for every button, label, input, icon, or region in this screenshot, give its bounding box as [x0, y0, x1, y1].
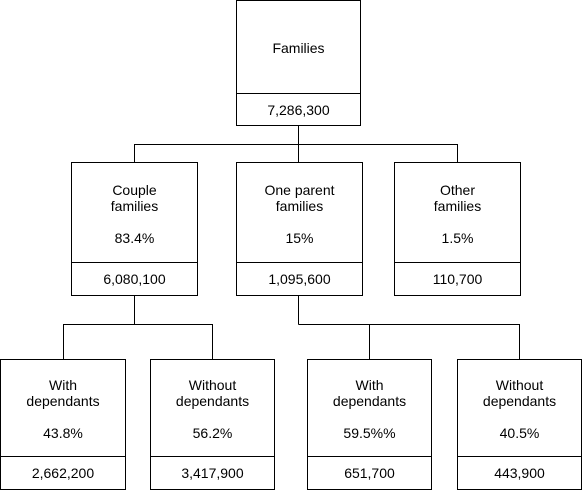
node-label-line: Families	[272, 40, 325, 56]
node-label-line: With	[355, 377, 384, 393]
node-label-line: dependants	[482, 393, 557, 409]
node-one-parent-families: One parent families 15% 1,095,600	[236, 162, 363, 296]
node-label-line: dependants	[175, 393, 250, 409]
node-label-line: dependants	[26, 393, 100, 409]
node-label-line: One parent	[264, 181, 335, 198]
node-label-line: families	[433, 197, 482, 214]
node-couple-without-dependants-label: Without dependants 56.2%	[151, 360, 274, 458]
node-label-line: families	[110, 197, 159, 214]
node-one-parent-families-label: One parent families 15%	[237, 163, 362, 264]
node-couple-families: Couple families 83.4% 6,080,100	[71, 162, 198, 296]
node-one-parent-without-dependants-value: 443,900	[458, 456, 581, 489]
node-label-line: Without	[495, 377, 544, 393]
node-percentage: 59.5%%	[343, 425, 396, 441]
node-couple-with-dependants-value: 2,662,200	[1, 456, 125, 489]
node-couple-families-label: Couple families 83.4%	[72, 163, 197, 264]
node-other-families: Other families 1.5% 110,700	[394, 162, 521, 296]
node-percentage: 1.5%	[441, 229, 474, 246]
node-percentage: 40.5%	[499, 425, 540, 441]
node-label-line: Without	[188, 377, 237, 393]
node-families: Families 7,286,300	[236, 0, 361, 126]
node-couple-without-dependants-value: 3,417,900	[151, 456, 274, 489]
node-one-parent-with-dependants: With dependants 59.5%% 651,700	[307, 359, 432, 490]
node-label-line: With	[49, 377, 77, 393]
node-percentage: 83.4%	[114, 229, 155, 246]
node-label-line: families	[275, 197, 324, 214]
node-couple-without-dependants: Without dependants 56.2% 3,417,900	[150, 359, 275, 490]
node-couple-with-dependants-label: With dependants 43.8%	[1, 360, 125, 458]
node-one-parent-without-dependants-label: Without dependants 40.5%	[458, 360, 581, 458]
node-other-families-label: Other families 1.5%	[395, 163, 520, 264]
node-label-line: Couple	[112, 181, 157, 198]
node-percentage: 15%	[285, 229, 314, 246]
node-one-parent-with-dependants-label: With dependants 59.5%%	[308, 360, 431, 458]
node-one-parent-families-value: 1,095,600	[237, 262, 362, 295]
node-one-parent-with-dependants-value: 651,700	[308, 456, 431, 489]
node-families-value: 7,286,300	[237, 93, 360, 125]
node-couple-families-value: 6,080,100	[72, 262, 197, 295]
node-label-line: Other	[439, 181, 475, 198]
node-label-line: dependants	[332, 393, 407, 409]
node-other-families-value: 110,700	[395, 262, 520, 295]
node-couple-with-dependants: With dependants 43.8% 2,662,200	[0, 359, 126, 490]
node-percentage: 43.8%	[43, 425, 83, 441]
node-families-label: Families	[237, 1, 360, 95]
node-percentage: 56.2%	[192, 425, 233, 441]
node-one-parent-without-dependants: Without dependants 40.5% 443,900	[457, 359, 582, 490]
